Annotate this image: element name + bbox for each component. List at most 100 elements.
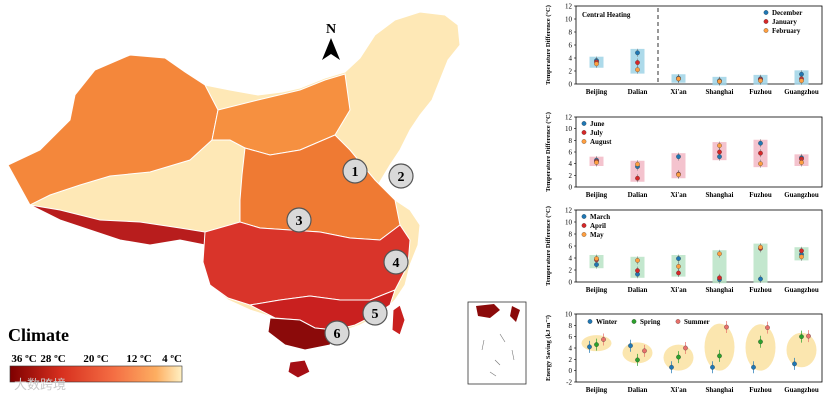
legend-tick-label: 36 ºC <box>11 353 36 365</box>
y-tick-label: 2 <box>569 172 573 180</box>
range-box <box>753 243 768 283</box>
data-point-april <box>635 268 640 273</box>
x-tick-label: Guangzhou <box>784 386 819 394</box>
marker-label: 1 <box>352 165 359 180</box>
x-tick-label: Xi'an <box>670 386 686 394</box>
legend-tick-label: 12 ºC <box>126 353 151 365</box>
y-axis-label: Temperature Difference (°C) <box>545 5 552 85</box>
x-tick-label: Dalian <box>628 88 648 96</box>
plot-frame <box>575 116 823 188</box>
data-point-march <box>758 276 763 282</box>
data-point-winter <box>669 364 674 370</box>
y-tick-label: -2 <box>566 379 572 387</box>
y-tick-label: 10 <box>565 311 573 319</box>
y-tick-label: 12 <box>565 114 573 122</box>
region-xinjiang <box>7 54 219 206</box>
x-tick-label: Shanghai <box>705 386 733 394</box>
marker-label: 2 <box>398 170 405 185</box>
data-point-august <box>799 160 804 165</box>
x-tick-label: Dalian <box>628 286 648 294</box>
y-tick-label: 6 <box>569 243 573 251</box>
city-marker-1: 1 <box>342 158 368 184</box>
data-point-july <box>717 149 722 155</box>
data-point-summer <box>601 337 606 342</box>
data-point-may <box>635 258 640 263</box>
chart-panel-3: Temperature Difference (°C) 0 2 4 6 8 10 12 Beij… <box>545 206 823 294</box>
y-tick-label: 10 <box>565 219 573 227</box>
y-tick-label: 2 <box>569 356 573 364</box>
data-point-april <box>676 270 681 276</box>
y-tick-label: 8 <box>569 29 573 37</box>
data-point-winter <box>710 364 715 370</box>
data-point-winter <box>587 344 592 350</box>
data-point-winter <box>751 364 756 370</box>
legend-label: Winter <box>596 318 617 326</box>
legend-item-june: June <box>581 120 604 128</box>
y-tick-label: 10 <box>565 16 573 24</box>
legend-tick-label: 4 ºC <box>162 353 182 365</box>
north-arrow: N <box>322 22 340 60</box>
range-box <box>630 160 645 182</box>
y-tick-label: 4 <box>569 345 573 353</box>
south-china-sea-inset <box>467 301 527 385</box>
data-point-spring <box>717 353 722 359</box>
legend-tick-label: 28 ºC <box>40 353 65 365</box>
data-point-june <box>758 140 763 146</box>
y-axis-label: Temperature Difference (°C) <box>545 206 552 286</box>
chart-panels: Temperature Difference (°C) 0 2 4 6 8 10 12 Beij… <box>545 3 823 394</box>
city-marker-3: 3 <box>286 207 312 233</box>
data-point-february <box>717 79 722 84</box>
plot-frame <box>575 209 823 283</box>
data-point-summer <box>806 333 811 339</box>
legend-label: December <box>772 9 802 17</box>
y-tick-label: 6 <box>569 42 573 50</box>
x-tick-label: Xi'an <box>670 286 686 294</box>
range-box <box>671 153 686 179</box>
x-tick-label: Dalian <box>628 191 648 199</box>
x-tick-label: Beijing <box>586 191 608 199</box>
data-point-february <box>676 76 681 82</box>
city-marker-6: 6 <box>324 320 350 346</box>
legend-label: April <box>590 222 606 230</box>
data-point-winter <box>628 343 633 349</box>
data-point-february <box>594 61 599 67</box>
y-tick-label: 12 <box>565 207 573 215</box>
legend-item-summer: Summer <box>675 318 710 326</box>
y-tick-label: 2 <box>569 267 573 275</box>
y-tick-label: 8 <box>569 322 573 330</box>
legend-label: January <box>772 18 797 26</box>
y-tick-label: 0 <box>569 279 573 287</box>
region-hainan <box>287 359 311 379</box>
y-tick-label: 4 <box>569 55 573 63</box>
x-tick-label: Fuzhou <box>749 386 772 394</box>
legend-item-may: May <box>581 231 604 239</box>
legend-label: March <box>590 213 610 221</box>
data-point-may <box>799 254 804 260</box>
legend-item-winter: Winter <box>587 318 617 326</box>
y-tick-label: 4 <box>569 160 573 168</box>
marker-label: 6 <box>334 327 341 342</box>
chart-panel-1: Temperature Difference (°C) 0 2 4 6 8 10 12 Beij… <box>545 3 823 96</box>
y-axis-label: Energy Saving (kJ m⁻²) <box>545 315 552 381</box>
city-marker-5: 5 <box>362 300 388 326</box>
data-point-april <box>799 248 804 254</box>
region-taiwan <box>391 304 406 336</box>
data-point-june <box>676 154 681 160</box>
legend-item-april: April <box>581 222 606 230</box>
x-tick-label: Shanghai <box>705 191 733 199</box>
data-point-july <box>758 150 763 156</box>
x-tick-label: Guangzhou <box>784 286 819 294</box>
data-point-february <box>635 67 640 73</box>
legend-label: July <box>590 129 603 137</box>
x-tick-label: Fuzhou <box>749 286 772 294</box>
legend-item-spring: Spring <box>631 318 661 326</box>
marker-label: 4 <box>393 256 400 271</box>
y-tick-label: 4 <box>569 255 573 263</box>
data-point-may <box>676 264 681 269</box>
data-point-august <box>676 172 681 178</box>
x-tick-label: Beijing <box>586 88 608 96</box>
data-point-august <box>594 160 599 165</box>
data-point-summer <box>683 345 688 351</box>
legend-label: February <box>772 27 801 35</box>
range-ellipse <box>786 332 817 368</box>
